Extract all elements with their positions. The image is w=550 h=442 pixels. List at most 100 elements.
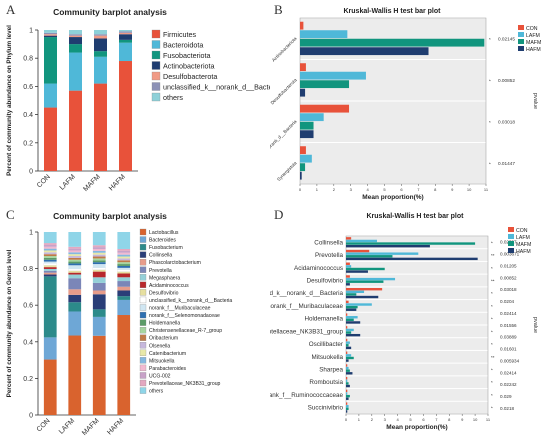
bar: [346, 305, 358, 309]
x-tick-label: LAFM: [58, 417, 76, 435]
category-label: Holdemanella: [304, 316, 343, 323]
legend-label: Prevotella: [149, 268, 172, 274]
y-axis-label: Percent of community abundance on Phylum…: [6, 25, 13, 176]
legend-swatch: [508, 234, 514, 239]
bar: [346, 303, 372, 306]
category-label: Desulfobacterota: [270, 77, 298, 105]
x-tick-label: 6: [400, 187, 403, 192]
legend-label: norank_f__Selenomonadaceae: [149, 313, 220, 319]
bar-segment: [117, 254, 131, 257]
legend-label: MAFM: [516, 242, 531, 248]
bar: [346, 265, 352, 268]
legend-label: Bacteroides: [149, 238, 176, 244]
pvalue-label: 0.005934: [500, 358, 520, 363]
legend-label: norank_f__Muribaculaceae: [149, 306, 211, 312]
legend-label: unclassified_k__norank_d__Bacteria: [149, 298, 232, 304]
significance-stars: *: [491, 368, 493, 373]
legend-label: CON: [526, 26, 538, 32]
chart-title: Kruskal-Wallis H test bar plot: [344, 8, 442, 15]
bar-segment: [44, 107, 57, 171]
pvalue-label: 0.029: [500, 394, 512, 399]
significance-stars: *: [491, 266, 493, 271]
bar-segment: [92, 252, 106, 255]
bar: [346, 293, 357, 296]
bar-segment: [43, 261, 57, 264]
bar-segment: [69, 44, 82, 53]
legend-swatch: [151, 40, 161, 49]
category-label: Desulfovibrio: [307, 278, 344, 285]
legend-label: others: [149, 389, 164, 395]
category-label: Acidaminococcus: [294, 265, 343, 272]
bar: [346, 239, 377, 243]
bar: [346, 331, 352, 334]
bar-segment: [117, 290, 131, 297]
significance-stars: *: [491, 406, 493, 411]
legend-label: Actinobacteriota: [163, 62, 215, 71]
category-label: Prevotella: [315, 252, 343, 259]
y-tick-label: 0.6: [23, 303, 33, 310]
bar-segment: [44, 34, 57, 36]
bar-segment: [117, 299, 131, 316]
bar-segment: [68, 265, 82, 269]
bar: [346, 267, 385, 271]
bar: [346, 407, 349, 411]
category-label: Sharpea: [319, 367, 343, 374]
x-tick-label: 5: [383, 187, 386, 192]
bar-segment: [68, 274, 82, 279]
x-tick-label: 11: [486, 417, 491, 422]
pvalue-label: 0.00852: [498, 78, 515, 83]
bar-segment: [119, 34, 132, 40]
legend-swatch: [508, 248, 514, 253]
bar-segment: [92, 247, 106, 249]
bar-segment: [117, 271, 131, 274]
row-band: [346, 350, 488, 363]
bar: [300, 88, 306, 97]
legend-label: UCG-002: [149, 373, 171, 379]
pvalue-axis-label: pvalue: [532, 93, 538, 109]
chart-title: Community barplot analysis: [53, 211, 167, 221]
chart-title: Community barplot analysis: [53, 7, 167, 17]
legend-label: LAFM: [526, 33, 540, 39]
horizontal-bar-chart: Kruskal-Wallis H test bar plot Collinsell…: [240, 213, 538, 431]
bar: [300, 47, 429, 56]
legend-swatch: [139, 334, 147, 341]
bar: [346, 328, 354, 332]
bar-segment: [68, 246, 82, 249]
y-tick-label: 0.6: [23, 84, 33, 91]
legend-label: LAFM: [516, 235, 530, 241]
bar: [346, 410, 348, 413]
bar-segment: [94, 35, 107, 39]
pvalue-label: 0.02414: [500, 370, 517, 375]
bar-segment: [117, 252, 131, 255]
panel-a: A Community barplot analysis 0 0.2 0.4 0.6 0.…: [0, 0, 280, 205]
y-tick-label: 0: [29, 169, 33, 176]
bar-segment: [119, 30, 132, 32]
legend-swatch: [508, 227, 514, 232]
legend-swatch: [151, 50, 161, 60]
significance-stars: *: [489, 161, 491, 166]
significance-stars: *: [491, 240, 493, 245]
bar: [346, 249, 370, 253]
plot-frame: [299, 17, 487, 185]
bar-segment: [92, 256, 106, 259]
bar-segment: [92, 248, 106, 251]
legend-swatch: [139, 357, 147, 364]
legend-swatch: [518, 46, 524, 51]
bar: [346, 290, 365, 294]
legend-swatch: [151, 61, 161, 70]
bar-segment: [43, 267, 57, 269]
panel-label: B: [274, 2, 283, 17]
bar: [346, 244, 430, 248]
x-tick-label: 4: [397, 417, 400, 422]
legend-swatch: [139, 379, 147, 387]
bar: [346, 346, 352, 350]
bar-segment: [68, 250, 82, 253]
panel-c: C Community barplot analysis 0 0.2 0.4 0.6 0.…: [0, 205, 270, 437]
x-axis-label: Mean proportion(%): [362, 194, 423, 201]
bar-segment: [119, 61, 132, 171]
significance-stars: *: [489, 78, 491, 83]
x-tick-label: 3: [350, 187, 353, 192]
legend-swatch: [518, 39, 524, 44]
pvalue-label: 0.01556: [500, 323, 517, 328]
category-label: unclassified_k__norank_d__Bacteria: [270, 290, 343, 297]
